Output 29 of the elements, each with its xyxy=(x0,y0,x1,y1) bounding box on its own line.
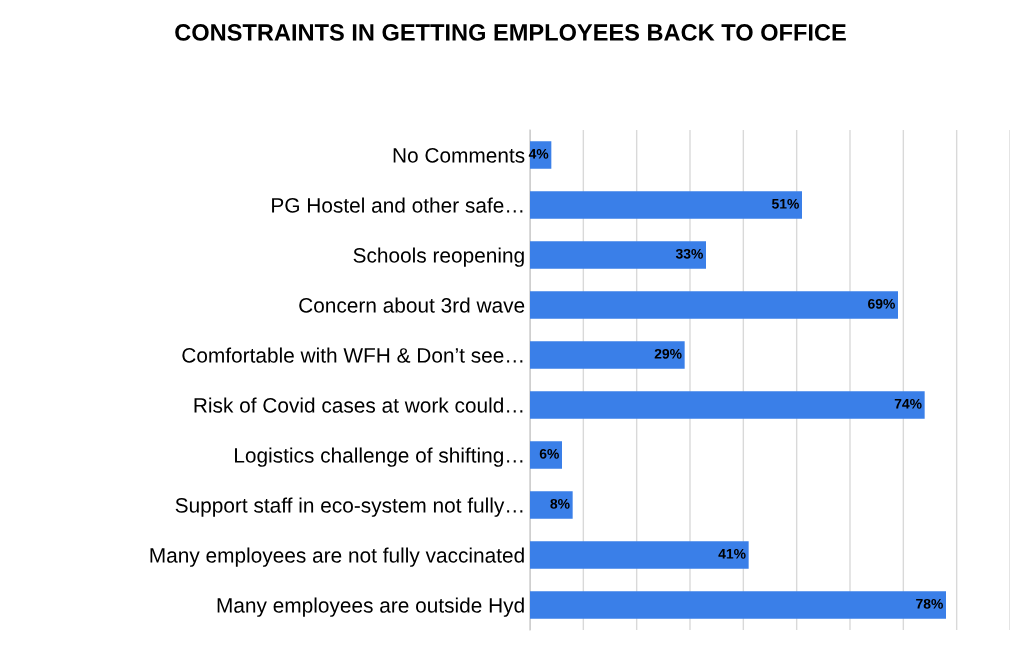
y-tick-label: Many employees are not fully vaccinated xyxy=(150,547,524,567)
bar xyxy=(530,191,802,219)
y-tick-label: Concern about 3rd wave xyxy=(299,297,525,313)
y-tick-label: Logistics challenge of shifting… xyxy=(235,447,523,467)
chart-title: CONSTRAINTS IN GETTING EMPLOYEES BACK TO OFFICE xyxy=(175,24,846,41)
y-tick-label: PG Hostel and other safe… xyxy=(272,197,523,213)
y-tick-label: Comfortable with WFH & Don’t see… xyxy=(182,347,523,363)
bar xyxy=(530,341,685,369)
bar xyxy=(530,391,925,419)
data-label: 8% xyxy=(550,498,570,509)
y-tick-label: No Comments xyxy=(393,148,525,163)
data-label: 78% xyxy=(916,598,943,609)
y-tick-label: Many employees are outside Hyd xyxy=(217,597,524,617)
data-label: 69% xyxy=(868,298,895,309)
bar xyxy=(530,241,706,269)
bar xyxy=(530,541,749,569)
y-tick-label: Risk of Covid cases at work could… xyxy=(194,397,523,413)
data-label: 6% xyxy=(539,448,559,459)
data-label: 74% xyxy=(894,398,922,409)
data-label: 33% xyxy=(675,248,703,259)
bar xyxy=(530,291,898,319)
y-tick-label: Support staff in eco-system not fully… xyxy=(175,497,523,517)
bar xyxy=(530,441,562,469)
data-label: 29% xyxy=(654,348,682,359)
data-label: 41% xyxy=(718,548,746,559)
y-tick-label: Schools reopening xyxy=(353,247,524,267)
data-label: 51% xyxy=(771,198,799,209)
bar xyxy=(530,491,573,519)
bar xyxy=(530,591,946,619)
